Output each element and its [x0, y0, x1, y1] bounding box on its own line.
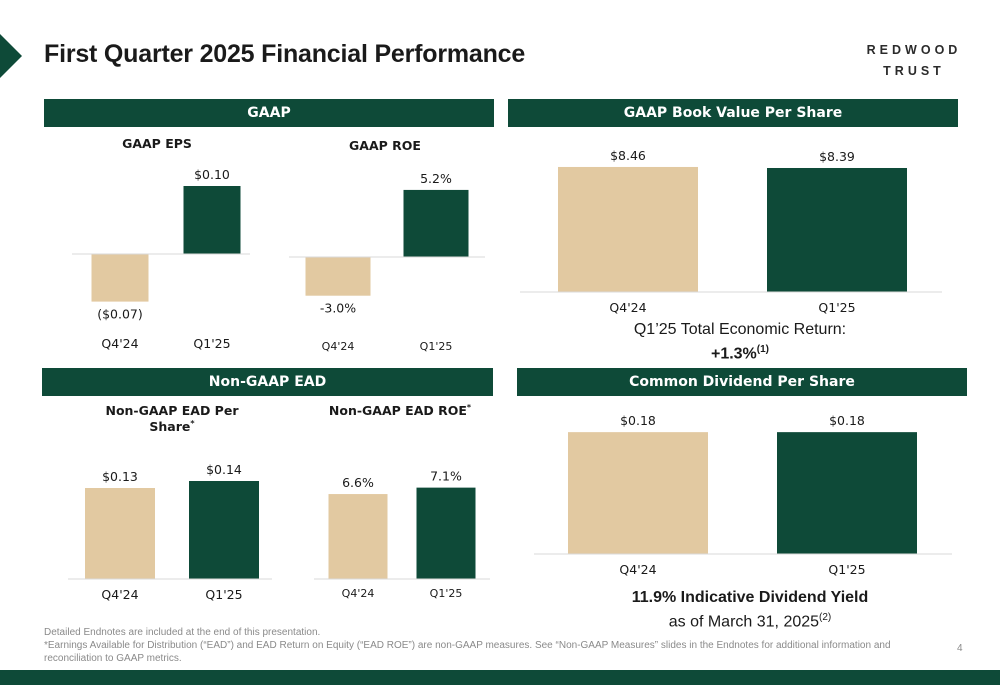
tec-value: +1.3%	[710, 345, 757, 363]
bvps-banner: GAAP Book Value Per Share	[508, 99, 958, 127]
dividend-banner: Common Dividend Per Share	[517, 368, 967, 396]
data-label: $0.14	[206, 462, 242, 477]
ead-roe-chart: Non-GAAP EAD ROE* 6.6% Q4'24 7.1% Q1'25	[314, 403, 490, 600]
gaap-roe-chart: GAAP ROE -3.0% Q4'24 5.2% Q1'25	[289, 138, 485, 353]
bar-Q424	[305, 257, 371, 296]
nongaap-banner: Non-GAAP EAD	[42, 368, 493, 396]
tec-label: Q1’25 Total Economic Return:	[633, 321, 847, 338]
logo-line-2: TRUST	[883, 64, 945, 78]
data-label: 7.1%	[430, 469, 462, 484]
page-number: 4	[957, 643, 963, 654]
gaap-banner: GAAP	[44, 99, 494, 127]
page-title: First Quarter 2025 Financial Performance	[44, 40, 526, 68]
tick-label: Q4'24	[342, 587, 375, 600]
footnotes: Detailed Endnotes are included at the en…	[44, 626, 924, 665]
bar-Q125	[767, 167, 907, 292]
bar-Q125	[189, 481, 259, 579]
bottom-bar	[0, 670, 1000, 685]
chart-title: Share*	[149, 419, 195, 434]
tick-label: Q1'25	[420, 340, 453, 353]
data-label: $0.10	[194, 167, 230, 182]
dividend-yield-label: 11.9% Indicative Dividend Yield	[631, 589, 869, 606]
data-label: 6.6%	[342, 475, 374, 490]
bvps-chart: $8.46 Q4'24 $8.39 Q1'25	[520, 148, 942, 315]
data-label: 5.2%	[420, 171, 452, 186]
dividend-yield-note: (2)	[819, 612, 832, 623]
tick-label: Q1'25	[828, 562, 865, 577]
dividend-yield-asof: as of March 31, 2025	[668, 613, 820, 631]
bar-Q424	[568, 432, 708, 554]
bar-Q125	[416, 487, 476, 579]
data-label: $0.13	[102, 469, 138, 484]
tick-label: Q1'25	[430, 587, 463, 600]
tick-label: Q4'24	[101, 336, 138, 351]
chart-title: Non-GAAP EAD Per	[105, 403, 239, 418]
data-label: $0.18	[620, 413, 656, 428]
dividend-yield-asof-line: as of March 31, 2025(2)	[560, 608, 940, 632]
tec-note: (1)	[756, 344, 770, 355]
tick-label: Q4'24	[101, 587, 138, 602]
dividend-yield: 11.9% Indicative Dividend Yield as of Ma…	[560, 588, 940, 632]
bar-Q125	[777, 432, 917, 554]
bar-Q424	[85, 488, 155, 579]
data-label: $8.46	[610, 148, 646, 163]
chart-title: GAAP ROE	[349, 138, 421, 153]
bar-Q424	[328, 494, 388, 579]
corner-arrow-icon	[0, 34, 22, 78]
dividend-chart: $0.18 Q4'24 $0.18 Q1'25	[534, 413, 952, 577]
tick-label: Q1'25	[193, 336, 230, 351]
redwood-trust-logo: REDWOOD TRUST	[862, 40, 966, 82]
data-label: $8.39	[819, 149, 855, 164]
footnote-2: *Earnings Available for Distribution (“E…	[44, 640, 891, 664]
bar-Q125	[403, 189, 469, 257]
chart-title: Non-GAAP EAD ROE*	[329, 403, 472, 418]
bar-Q125	[183, 186, 241, 254]
tick-label: Q1'25	[818, 300, 855, 315]
data-label: ($0.07)	[97, 307, 143, 322]
tec-value-line: +1.3%(1)	[560, 340, 920, 364]
footnote-1: Detailed Endnotes are included at the en…	[44, 627, 321, 638]
tick-label: Q4'24	[609, 300, 646, 315]
bar-Q424	[91, 254, 149, 302]
chart-title: GAAP EPS	[122, 136, 192, 151]
bar-Q424	[558, 166, 698, 292]
gaap-eps-chart: GAAP EPS ($0.07) Q4'24 $0.10 Q1'25	[72, 136, 250, 351]
tick-label: Q4'24	[322, 340, 355, 353]
tick-label: Q1'25	[205, 587, 242, 602]
total-economic-return: Q1’25 Total Economic Return: +1.3%(1)	[560, 320, 920, 364]
logo-line-1: REDWOOD	[866, 43, 962, 57]
tick-label: Q4'24	[619, 562, 656, 577]
data-label: $0.18	[829, 413, 865, 428]
data-label: -3.0%	[320, 301, 356, 316]
